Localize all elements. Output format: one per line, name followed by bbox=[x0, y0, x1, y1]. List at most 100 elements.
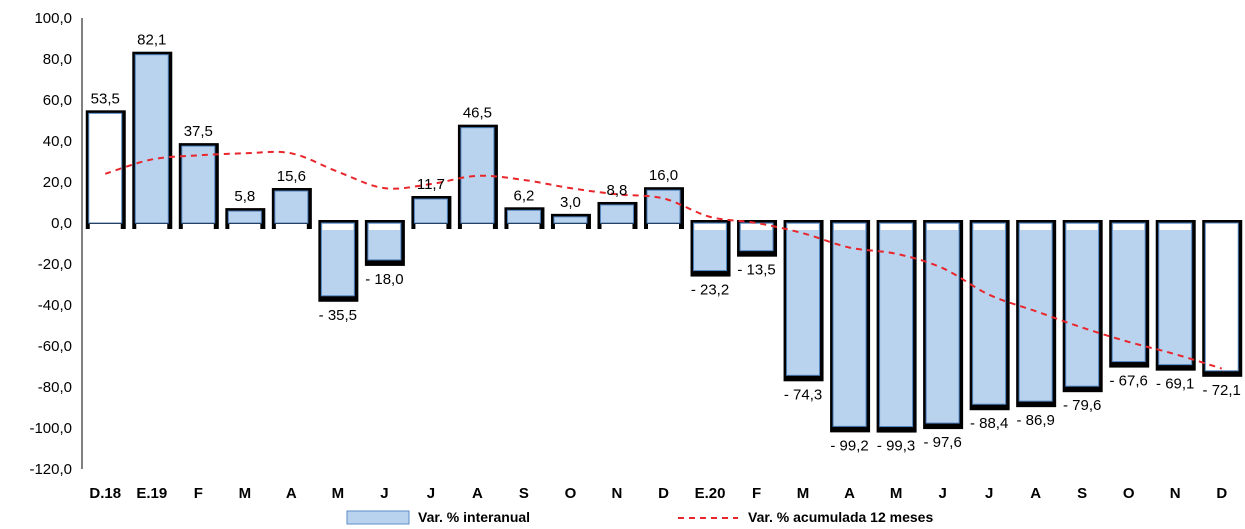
data-label: 16,0 bbox=[649, 167, 678, 184]
x-tick-label: D bbox=[658, 485, 669, 502]
data-label: - 35,5 bbox=[319, 307, 357, 324]
bar bbox=[599, 204, 634, 224]
y-tick-label: 20,0 bbox=[43, 174, 72, 191]
x-tick-label: F bbox=[194, 485, 203, 502]
bar-baseline-stripe bbox=[834, 224, 866, 230]
bar-baseline-stripe bbox=[136, 224, 168, 230]
bar bbox=[227, 210, 262, 224]
data-label: 46,5 bbox=[463, 105, 492, 122]
x-tick-label: N bbox=[1170, 485, 1181, 502]
data-label: 5,8 bbox=[234, 188, 255, 205]
data-label: - 72,1 bbox=[1203, 382, 1241, 399]
bar-baseline-stripe bbox=[880, 224, 912, 230]
bar-baseline-stripe bbox=[182, 224, 214, 230]
y-axis-labels: 100,0 80,0 60,0 40,0 20,0 0,0 -20,0 -40,0 -60,0 -… bbox=[29, 10, 72, 478]
legend-label-acumulada: Var. % acumulada 12 meses bbox=[748, 509, 933, 525]
bar-baseline-stripe bbox=[275, 224, 307, 230]
data-labels: 53,5 82,1 37,5 5,8 15,6 - 35,5 - 18,0 11,7 46,5 6… bbox=[91, 32, 1241, 455]
bar bbox=[181, 145, 216, 224]
x-tick-label: J bbox=[427, 485, 435, 502]
bars bbox=[85, 51, 1243, 433]
data-label: - 99,3 bbox=[877, 438, 915, 455]
data-label: 82,1 bbox=[137, 32, 166, 49]
y-tick-label: -120,0 bbox=[29, 461, 72, 478]
y-tick-label: -100,0 bbox=[29, 420, 72, 437]
bar-baseline-stripe bbox=[1066, 224, 1098, 230]
bar bbox=[320, 222, 355, 297]
y-tick-label: 40,0 bbox=[43, 133, 72, 150]
data-label: 8,8 bbox=[607, 182, 628, 199]
legend-swatch-interanual bbox=[346, 510, 410, 525]
data-label: 3,0 bbox=[560, 194, 581, 211]
bar bbox=[274, 190, 309, 224]
series-line-acumulada bbox=[104, 150, 1223, 370]
x-tick-label: D.18 bbox=[89, 485, 121, 502]
bar-baseline-stripe bbox=[694, 224, 726, 230]
bar bbox=[1204, 222, 1239, 372]
x-tick-label: A bbox=[472, 485, 483, 502]
bar bbox=[972, 222, 1007, 405]
bar bbox=[1111, 222, 1146, 363]
bar bbox=[832, 222, 867, 427]
bar-baseline-stripe bbox=[927, 224, 959, 230]
bar-baseline-stripe bbox=[1159, 224, 1191, 230]
x-tick-label: A bbox=[844, 485, 855, 502]
bar-baseline-stripe bbox=[89, 224, 121, 230]
y-tick-label: -60,0 bbox=[38, 338, 72, 355]
bar-baseline-stripe bbox=[1113, 224, 1145, 230]
data-label: - 67,6 bbox=[1110, 373, 1148, 390]
bar-baseline-stripe bbox=[741, 224, 773, 230]
bar bbox=[553, 216, 588, 224]
x-tick-label: O bbox=[1123, 485, 1135, 502]
y-tick-label: -80,0 bbox=[38, 379, 72, 396]
data-label: 37,5 bbox=[184, 123, 213, 140]
x-tick-label: M bbox=[797, 485, 810, 502]
bar bbox=[88, 112, 123, 224]
bar-baseline-stripe bbox=[648, 224, 679, 230]
bar-baseline-stripe bbox=[973, 224, 1005, 230]
bar bbox=[134, 54, 169, 224]
y-tick-label: -40,0 bbox=[38, 297, 72, 314]
bar bbox=[506, 209, 541, 224]
data-label: - 88,4 bbox=[970, 415, 1008, 432]
bar-baseline-stripe bbox=[368, 224, 400, 230]
bar bbox=[925, 222, 960, 424]
x-tick-label: M bbox=[890, 485, 903, 502]
bar bbox=[460, 127, 495, 224]
x-tick-label: M bbox=[332, 485, 345, 502]
x-tick-label: E.19 bbox=[136, 485, 167, 502]
bar-baseline-stripe bbox=[508, 224, 540, 230]
x-tick-label: S bbox=[1077, 485, 1087, 502]
data-label: 53,5 bbox=[91, 90, 120, 107]
x-tick-label: O bbox=[565, 485, 577, 502]
data-label: - 18,0 bbox=[365, 271, 403, 288]
y-tick-label: 80,0 bbox=[43, 51, 72, 68]
bar-baseline-stripe bbox=[322, 224, 354, 230]
x-tick-label: M bbox=[239, 485, 252, 502]
x-tick-label: J bbox=[985, 485, 993, 502]
bar bbox=[786, 222, 821, 376]
x-tick-label: E.20 bbox=[695, 485, 726, 502]
bar bbox=[879, 222, 914, 428]
bar bbox=[1158, 222, 1193, 366]
x-tick-label: F bbox=[752, 485, 761, 502]
data-label: - 13,5 bbox=[737, 262, 775, 279]
bar bbox=[646, 189, 681, 224]
x-tick-label: S bbox=[519, 485, 529, 502]
x-axis-labels: D.18 E.19 F M A M J J A S O N D E.20 F M A M J J A S O N D bbox=[89, 485, 1227, 502]
bar-baseline-stripe bbox=[1206, 224, 1238, 230]
data-label: - 79,6 bbox=[1063, 397, 1101, 414]
data-label: - 23,2 bbox=[691, 282, 729, 299]
data-label: 6,2 bbox=[514, 187, 535, 204]
bar-baseline-stripe bbox=[229, 224, 261, 230]
bar-baseline-stripe bbox=[415, 224, 447, 230]
x-tick-label: J bbox=[380, 485, 388, 502]
bar bbox=[413, 198, 448, 224]
bar bbox=[1065, 222, 1100, 387]
y-tick-label: 60,0 bbox=[43, 92, 72, 109]
x-tick-label: N bbox=[612, 485, 623, 502]
x-tick-label: A bbox=[286, 485, 297, 502]
data-label: - 86,9 bbox=[1016, 412, 1054, 429]
data-label: - 97,6 bbox=[923, 434, 961, 451]
